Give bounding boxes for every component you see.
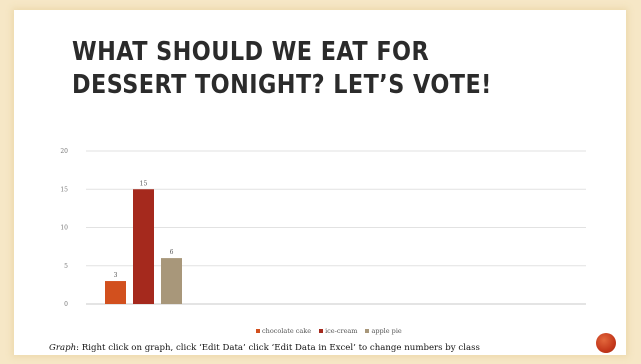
legend-item: chocolate cake [256, 327, 311, 335]
slide: What should we eat for dessert tonight? … [14, 10, 626, 355]
data-label: 3 [114, 272, 118, 279]
slide-title: What should we eat for dessert tonight? … [72, 37, 492, 100]
legend-label: ice-cream [325, 327, 358, 335]
legend-item: apple pie [365, 327, 402, 335]
bar-ice-cream[interactable] [133, 189, 154, 304]
caption-label: Graph [49, 343, 77, 353]
chart-legend: chocolate cake ice-cream apple pie [256, 327, 402, 335]
bar-chart[interactable]: 0 5 10 15 20 3 15 6 [14, 10, 626, 355]
instruction-caption: Graph: Right click on graph, click ‘Edit… [49, 343, 480, 353]
caption-text: : Right click on graph, click ‘Edit Data… [76, 343, 480, 353]
legend-label: chocolate cake [262, 327, 312, 335]
legend-item: ice-cream [319, 327, 357, 335]
bar-apple-pie[interactable] [161, 258, 182, 304]
y-tick-label: 15 [60, 186, 68, 193]
legend-swatch [256, 329, 260, 333]
decorative-dot-icon [596, 333, 616, 353]
legend-swatch [365, 329, 370, 333]
legend-label: apple pie [371, 327, 402, 335]
data-label: 6 [170, 249, 174, 256]
y-tick-label: 5 [64, 263, 68, 270]
y-tick-label: 20 [60, 148, 68, 155]
bar-chocolate-cake[interactable] [105, 281, 126, 304]
y-tick-label: 10 [60, 225, 68, 232]
legend-swatch [319, 329, 324, 333]
data-label: 15 [140, 180, 148, 187]
y-tick-label: 0 [64, 301, 68, 308]
